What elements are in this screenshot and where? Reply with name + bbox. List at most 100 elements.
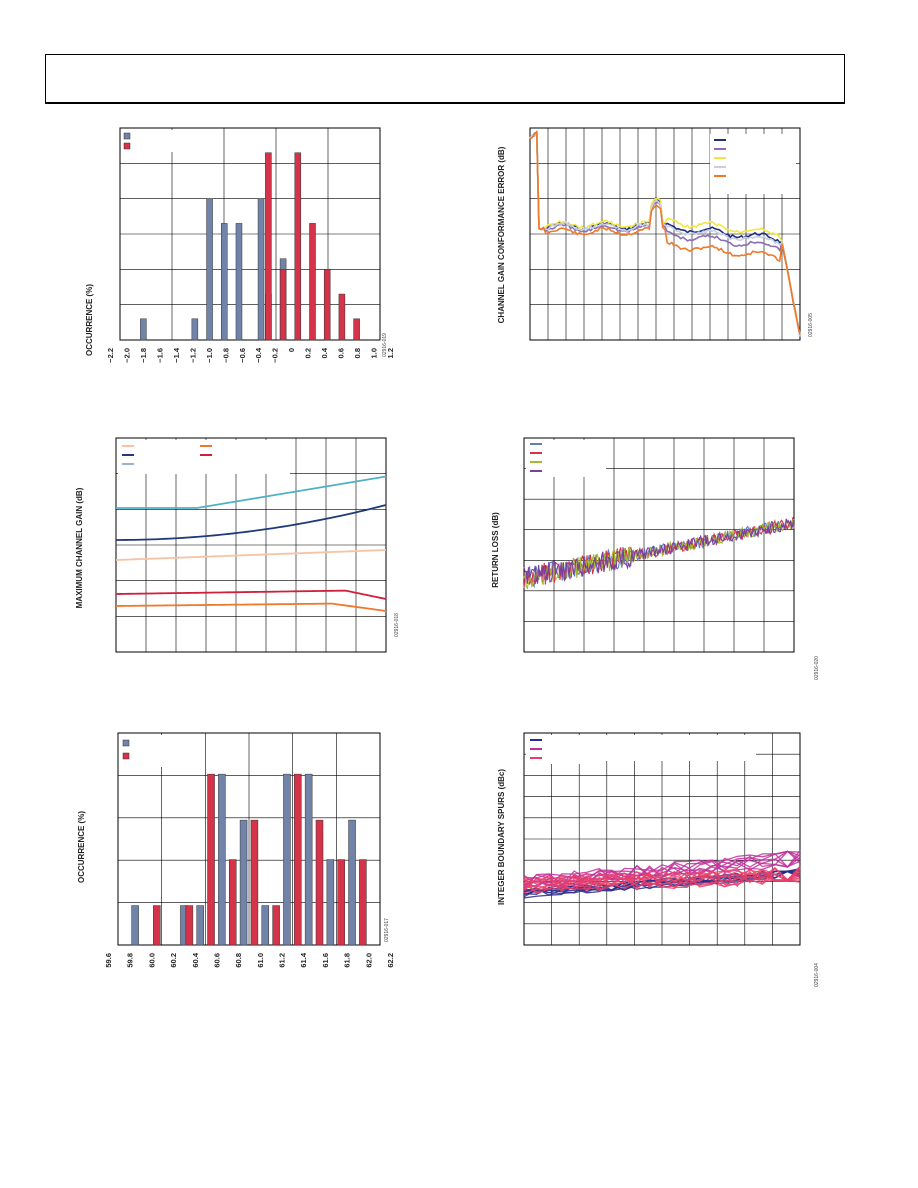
legend-swatch-red [122,752,130,760]
series-line [529,133,801,337]
x-tick-label: 62.2 [386,953,395,968]
series-line [529,129,801,335]
series-line [523,850,801,890]
x-tick-label: 60.2 [169,953,178,968]
legend-swatch-blue [122,739,130,747]
bar-blue [235,223,243,341]
series-line [115,602,387,612]
bar-blue [191,318,199,341]
y-axis-label: MAXIMUM CHANNEL GAIN (dB) [75,487,84,608]
chart-return-loss: RETURN LOSS (dB) 02916-020 [490,430,830,690]
chart-integer-boundary-spurs: INTEGER BOUNDARY SPURS (dBc) 02916-004 [490,725,830,995]
x-tick-label: 60.8 [234,953,243,968]
legend-bg [120,443,190,452]
x-tick-label: 1.2 [386,348,395,358]
bar-red [279,269,287,341]
x-tick-label: −1.0 [205,348,214,363]
bar-red [359,859,367,946]
legend-bg [712,146,782,155]
x-tick-label: −1.6 [155,348,164,363]
series-line [523,518,795,584]
x-tick-label: 0.4 [320,347,329,358]
legend-swatch-red [123,142,131,150]
legend-bg [712,137,782,146]
x-tick-label: 61.2 [278,953,287,968]
legend-bg [528,737,598,746]
x-tick-label: 0.6 [337,348,346,358]
bar-blue [257,198,265,341]
bar-red [153,905,161,946]
bar-red [228,859,237,946]
chart-max-channel-gain: MAXIMUM CHANNEL GAIN (dB) 02916-018 [70,430,410,660]
figure-code: 02916-019 [382,333,388,357]
chart-conformance-error: CHANNEL GAIN CONFORMANCE ERROR (dB) 0291… [490,120,830,360]
page-header-box [45,54,845,104]
series-line [523,853,801,887]
x-tick-label: 60.6 [212,953,221,968]
figure-code: 02916-005 [808,313,814,337]
occurrence-top-svg: OCCURRENCE (%) −2.2 −2.0 −1.8 −1.6 −1.4 −1.2−… [85,127,395,363]
legend-bg [528,746,598,755]
occurrence-bottom-svg: OCCURRENCE (%) 59.6 59.8 60.0 60.2 60.4 60.6 6… [77,732,395,968]
x-tick-label: −0.8 [221,348,230,363]
figure-code: 02916-018 [394,613,400,637]
legend-bg [120,461,190,470]
bar-blue [131,905,139,946]
x-tick-label: 60.4 [191,952,200,967]
bar-red [294,152,302,341]
bar-red [337,859,345,946]
legend-bg [198,452,268,461]
bar-red [250,819,259,946]
y-axis-label: CHANNEL GAIN CONFORMANCE ERROR (dB) [497,146,506,323]
legend-bg [712,164,782,173]
x-tick-label: −1.8 [139,348,148,363]
bar-red [185,905,194,946]
legend-bg [528,441,598,450]
x-tick-label: 62.0 [364,953,373,968]
x-tick-label: 1.0 [370,348,379,358]
x-tick-label: −1.4 [172,347,181,363]
x-tick-label: 61.4 [299,952,308,967]
maxgain-svg: MAXIMUM CHANNEL GAIN (dB) 02916-018 [75,437,400,653]
bar-red [265,152,272,341]
legend-bg [712,173,782,182]
chart-occurrence-bottom: OCCURRENCE (%) 59.6 59.8 60.0 60.2 60.4 60.6 6… [70,725,410,995]
figure-code: 02916-017 [384,918,390,942]
y-axis-label: RETURN LOSS (dB) [491,512,500,588]
x-tick-label: 60.0 [147,953,156,968]
bar-red [353,318,360,341]
returnloss-svg: RETURN LOSS (dB) 02916-020 [491,437,820,680]
legend-bg [119,735,199,767]
legend-bg [528,450,598,459]
bar-blue [206,198,213,341]
bar-red [323,269,331,341]
x-tick-label: 61.0 [256,953,265,968]
bar-blue [140,318,147,341]
x-tick-label: 0.2 [304,348,313,358]
bar-red [272,905,280,946]
y-axis-label: OCCURRENCE (%) [77,811,86,883]
series-line [115,504,387,541]
conformance-svg: CHANNEL GAIN CONFORMANCE ERROR (dB) 0291… [497,127,814,341]
legend-bg [528,468,598,477]
legend-bg [528,459,598,468]
series-line [115,589,387,600]
bar-red [294,773,302,946]
legend-bg [712,155,782,164]
series-line [529,130,801,338]
bar-red [338,293,346,341]
x-tick-label: −0.6 [238,348,247,363]
series-line [523,869,801,890]
figure-code: 02916-004 [814,963,820,987]
spurs-svg: INTEGER BOUNDARY SPURS (dBc) 02916-004 [497,732,820,987]
series-line [523,867,801,890]
x-tick-label: −2.0 [122,348,131,363]
bar-red [309,223,316,341]
x-tick-label: 61.6 [321,953,330,968]
series-line [116,475,387,509]
x-tick-label: 59.6 [104,953,113,968]
bar-blue [261,905,270,946]
legend-bg [121,130,193,152]
series-line [523,850,801,889]
series-line [523,872,801,892]
